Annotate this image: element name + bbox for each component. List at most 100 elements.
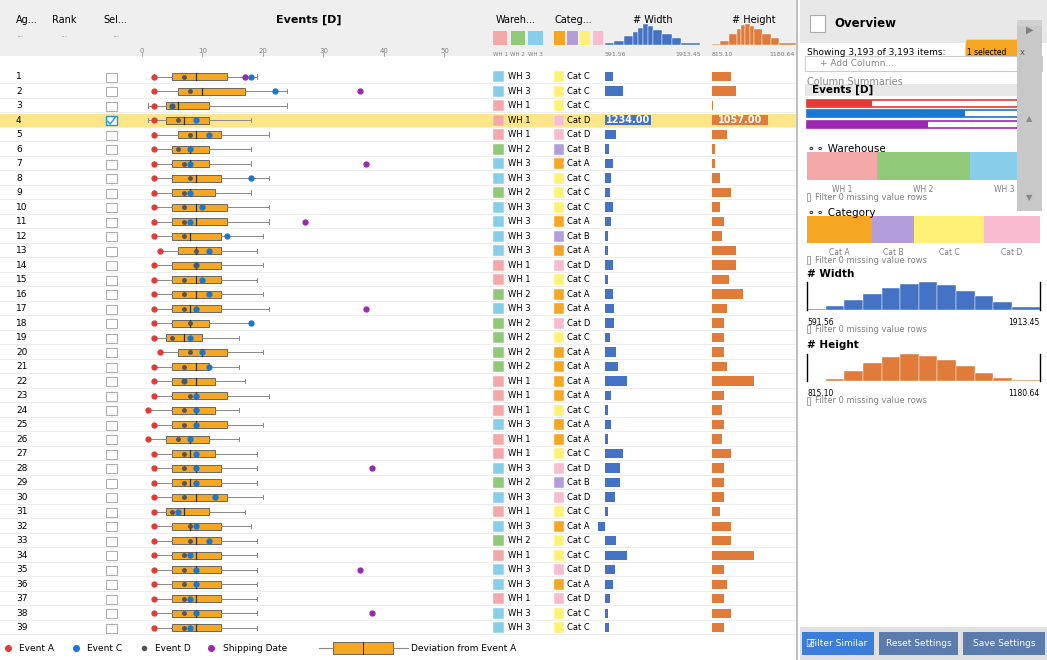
- Bar: [555, 608, 564, 618]
- Text: 20: 20: [259, 48, 267, 54]
- Text: Cat D: Cat D: [567, 319, 591, 327]
- Text: 1913.45: 1913.45: [1008, 317, 1040, 327]
- Text: 1913.45: 1913.45: [675, 51, 700, 57]
- Text: 6: 6: [16, 145, 22, 154]
- Bar: [106, 391, 117, 401]
- Text: WH 1: WH 1: [508, 406, 531, 414]
- Text: Cat A: Cat A: [567, 159, 589, 168]
- Bar: [845, 371, 863, 381]
- Text: WH 1: WH 1: [508, 507, 531, 516]
- Text: # Height: # Height: [732, 15, 776, 25]
- Bar: [106, 420, 117, 430]
- Bar: [956, 366, 975, 381]
- Bar: [605, 319, 614, 328]
- Text: ▲: ▲: [1026, 114, 1033, 123]
- Bar: [555, 216, 564, 227]
- Text: ...: ...: [61, 30, 67, 40]
- Text: Cat B: Cat B: [567, 478, 591, 487]
- Text: Filter 0 missing value rows: Filter 0 missing value rows: [815, 396, 927, 405]
- Text: 18: 18: [16, 319, 27, 327]
- Text: ⚬⚬ Category: ⚬⚬ Category: [807, 207, 876, 218]
- Bar: [493, 259, 505, 271]
- Bar: [166, 117, 208, 123]
- Bar: [712, 174, 719, 183]
- Bar: [807, 100, 1040, 107]
- Text: 29: 29: [16, 478, 27, 487]
- Text: WH 1: WH 1: [508, 391, 531, 400]
- Bar: [605, 391, 611, 400]
- Bar: [106, 609, 117, 618]
- Text: WH 2: WH 2: [508, 362, 531, 371]
- Text: 35: 35: [16, 565, 27, 574]
- Text: 27: 27: [16, 449, 27, 458]
- Text: WH 3: WH 3: [508, 492, 531, 502]
- Text: 23: 23: [16, 391, 27, 400]
- Text: ▶: ▶: [1026, 24, 1033, 35]
- Bar: [805, 84, 1042, 96]
- Text: WH 3: WH 3: [508, 174, 531, 183]
- Text: Cat C: Cat C: [567, 101, 591, 110]
- Text: 16: 16: [16, 290, 27, 298]
- Bar: [605, 261, 612, 270]
- Bar: [914, 216, 984, 243]
- Text: Cat C: Cat C: [567, 275, 591, 284]
- Text: Cat D: Cat D: [567, 594, 591, 603]
- Bar: [605, 463, 620, 473]
- Bar: [173, 407, 215, 414]
- Text: Column Summaries: Column Summaries: [807, 77, 904, 87]
- Bar: [173, 319, 208, 327]
- Text: Cat A: Cat A: [567, 521, 589, 531]
- Text: Cat B: Cat B: [567, 232, 591, 241]
- Bar: [555, 86, 564, 96]
- Text: WH 2: WH 2: [913, 185, 934, 194]
- Text: ...: ...: [16, 30, 23, 40]
- Bar: [106, 305, 117, 314]
- Bar: [807, 110, 965, 117]
- Bar: [493, 463, 505, 474]
- Bar: [555, 593, 564, 604]
- Bar: [712, 275, 729, 284]
- Bar: [173, 392, 227, 399]
- Text: 1180.64: 1180.64: [770, 51, 795, 57]
- Bar: [605, 217, 611, 226]
- Bar: [493, 506, 505, 517]
- Bar: [555, 579, 564, 589]
- Bar: [178, 348, 227, 356]
- Bar: [672, 38, 682, 45]
- Bar: [493, 158, 505, 169]
- Bar: [166, 334, 202, 341]
- Text: + Add Column...: + Add Column...: [820, 59, 894, 68]
- Bar: [555, 506, 564, 517]
- Bar: [605, 72, 612, 81]
- Bar: [712, 261, 736, 270]
- Bar: [605, 232, 607, 241]
- Bar: [493, 593, 505, 604]
- Bar: [173, 537, 221, 544]
- Bar: [712, 333, 725, 343]
- Bar: [1018, 20, 1042, 40]
- Text: WH 1: WH 1: [508, 449, 531, 458]
- Text: 14: 14: [16, 261, 27, 269]
- Bar: [712, 405, 722, 414]
- Text: 0: 0: [139, 48, 144, 54]
- Bar: [937, 360, 956, 381]
- Bar: [712, 101, 713, 110]
- Bar: [493, 129, 505, 140]
- Text: ▼: ▼: [1026, 193, 1033, 203]
- Text: 1180.64: 1180.64: [1008, 389, 1040, 398]
- Bar: [106, 174, 117, 183]
- Text: 3: 3: [16, 101, 22, 110]
- Text: Filter Similar: Filter Similar: [809, 639, 867, 648]
- Text: Cat A: Cat A: [567, 348, 589, 356]
- Bar: [493, 71, 505, 82]
- Text: Cat D: Cat D: [567, 492, 591, 502]
- Text: Shipping Date: Shipping Date: [223, 644, 287, 653]
- Bar: [555, 332, 564, 343]
- Bar: [166, 508, 208, 515]
- Text: 38: 38: [16, 609, 27, 618]
- Bar: [826, 306, 845, 310]
- Bar: [555, 405, 564, 416]
- Bar: [493, 448, 505, 459]
- Text: Cat B: Cat B: [567, 145, 591, 154]
- Bar: [919, 356, 937, 381]
